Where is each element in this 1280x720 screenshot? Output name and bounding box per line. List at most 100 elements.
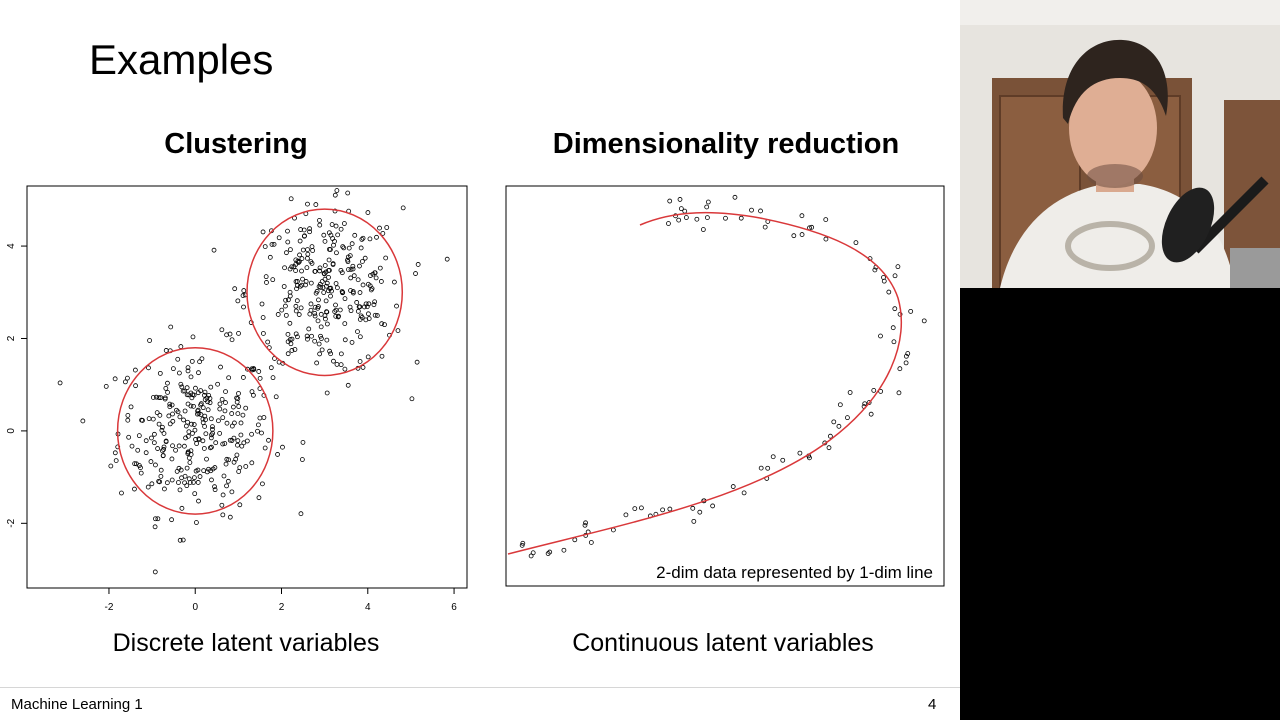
scatter-point [244,438,250,444]
scatter-point [287,320,293,326]
scatter-point [878,333,883,339]
scatter-point [331,358,336,364]
scatter-point [823,217,829,223]
scatter-point [316,297,321,303]
scatter-point [235,411,241,417]
scatter-point [333,307,339,313]
scatter-point [125,375,130,381]
scatter-point [289,264,295,270]
scatter-point [349,241,355,247]
video-background [960,288,1280,720]
scatter-point [758,465,764,471]
scatter-point [324,390,330,396]
scatter-point [170,418,176,424]
scatter-point [305,336,310,342]
scatter-point [186,476,192,482]
scatter-point [638,505,644,511]
scatter-point [342,366,348,372]
scatter-point [342,337,348,343]
principal-curve [507,211,902,555]
scatter-point [297,252,302,258]
pop-filter [1230,248,1280,288]
scatter-point [234,452,240,458]
scatter-point [326,257,332,263]
scatter-point [314,360,320,366]
scatter-point [281,284,287,289]
scatter-point [868,411,874,417]
scatter-point [224,456,230,462]
scatter-point [270,375,276,381]
scatter-point [632,506,638,511]
scatter-point [694,216,700,222]
scatter-point [780,457,786,463]
scatter-point [799,213,805,219]
scatter-point [908,308,914,314]
scatter-point [170,411,175,417]
scatter-point [348,267,354,272]
scatter-point [256,495,262,501]
scatter-point [125,412,131,418]
scatter-point [285,297,291,303]
scatter-point [168,324,174,330]
scatter-point [232,286,238,292]
scatter-point [213,440,219,446]
scatter-point [346,245,352,251]
scatter-point [304,333,310,339]
scatter-point [317,268,323,274]
scatter-point [872,267,878,273]
scatter-point [160,453,166,458]
scatter-point [209,444,214,450]
scatter-point [235,298,241,304]
scatter-point [227,331,233,337]
scatter-point [241,304,246,310]
scatter-point [224,420,230,426]
scatter-point [170,443,175,449]
scatter-point [192,427,198,433]
scatter-point [192,491,198,497]
scatter-point [530,550,536,556]
scatter-point [227,514,233,520]
scatter-point [204,469,210,475]
scatter-point [238,420,244,426]
scatter-point [150,395,156,400]
scatter-point [334,188,340,193]
scatter-point [125,417,131,423]
scatter-point [143,450,149,456]
scatter-point [307,229,313,235]
scatter-point [324,337,330,343]
scatter-point [152,431,157,437]
scatter-point [308,280,314,286]
scatter-point [583,520,588,526]
scatter-point [167,401,173,407]
scatter-point [161,431,167,436]
scatter-point [362,255,368,261]
scatter-point [704,215,710,220]
scatter-point [149,481,155,487]
scatter-point [257,415,263,421]
scatter-point [226,375,232,381]
scatter-point [178,467,184,473]
scatter-point [235,442,240,448]
scatter-point [328,285,334,291]
scatter-point [394,303,399,309]
scatter-point [187,460,193,465]
scatter-point [323,298,329,304]
scatter-point [173,447,178,453]
scatter-point [886,289,892,295]
scatter-point [185,419,190,425]
scatter-point [357,263,362,269]
scatter-point [169,402,175,408]
scatter-point [334,250,339,256]
scatter-point [212,487,218,493]
y-tick-label: 4 [6,243,17,249]
scatter-point [217,406,223,412]
scatter-point [415,262,421,267]
scatter-point [275,452,280,457]
scatter-point [157,412,163,418]
scatter-point [379,321,385,327]
scatter-point [304,265,310,271]
scatter-point [215,381,221,387]
scatter-point [373,275,379,281]
scatter-point [741,490,747,496]
scatter-point [219,327,225,333]
